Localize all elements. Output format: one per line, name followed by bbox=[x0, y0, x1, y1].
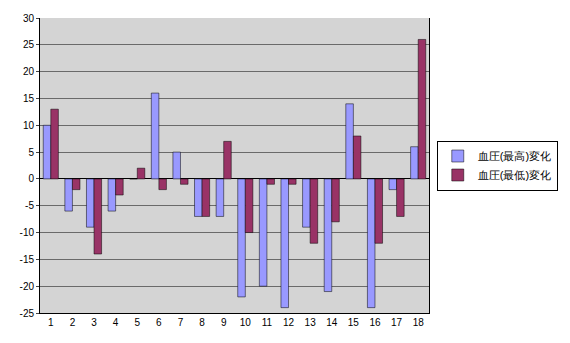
svg-text:-20: -20 bbox=[20, 281, 35, 292]
svg-text:10: 10 bbox=[240, 317, 252, 328]
svg-text:25: 25 bbox=[23, 39, 35, 50]
svg-text:7: 7 bbox=[178, 317, 184, 328]
svg-text:10: 10 bbox=[23, 120, 35, 131]
svg-text:13: 13 bbox=[305, 317, 317, 328]
svg-text:17: 17 bbox=[391, 317, 403, 328]
svg-text:-25: -25 bbox=[20, 308, 35, 319]
svg-text:5: 5 bbox=[28, 147, 34, 158]
svg-text:血圧(最高)変化: 血圧(最高)変化 bbox=[478, 150, 551, 162]
svg-text:9: 9 bbox=[221, 317, 227, 328]
svg-text:-10: -10 bbox=[20, 227, 35, 238]
svg-text:12: 12 bbox=[283, 317, 295, 328]
svg-text:2: 2 bbox=[70, 317, 76, 328]
svg-text:14: 14 bbox=[326, 317, 338, 328]
svg-text:3: 3 bbox=[91, 317, 97, 328]
svg-text:血圧(最低)変化: 血圧(最低)変化 bbox=[478, 169, 551, 181]
svg-text:6: 6 bbox=[156, 317, 162, 328]
svg-text:4: 4 bbox=[113, 317, 119, 328]
svg-text:20: 20 bbox=[23, 66, 35, 77]
svg-text:15: 15 bbox=[348, 317, 360, 328]
svg-text:18: 18 bbox=[413, 317, 425, 328]
svg-text:1: 1 bbox=[48, 317, 54, 328]
svg-text:-15: -15 bbox=[20, 254, 35, 265]
svg-text:0: 0 bbox=[28, 173, 34, 184]
svg-text:5: 5 bbox=[134, 317, 140, 328]
svg-text:15: 15 bbox=[23, 93, 35, 104]
svg-text:16: 16 bbox=[369, 317, 381, 328]
svg-text:11: 11 bbox=[262, 317, 273, 328]
svg-text:30: 30 bbox=[23, 13, 35, 24]
svg-text:8: 8 bbox=[199, 317, 205, 328]
svg-text:-5: -5 bbox=[25, 200, 34, 211]
